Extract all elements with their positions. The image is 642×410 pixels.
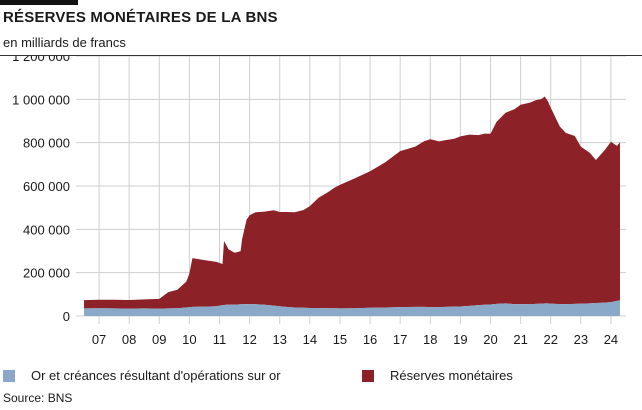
- y-tick-label: 800 000: [23, 136, 70, 151]
- x-tick-label: 12: [242, 332, 256, 347]
- x-tick-label: 22: [543, 332, 557, 347]
- series-area-reserves: [84, 96, 620, 309]
- x-tick-label: 20: [483, 332, 497, 347]
- legend-label-gold: Or et créances résultant d'opérations su…: [31, 368, 281, 383]
- legend-swatch-gold: [3, 369, 15, 382]
- x-tick-label: 24: [604, 332, 618, 347]
- legend-item-reserves: Réserves monétaires: [362, 368, 513, 383]
- x-tick-label: 13: [272, 332, 286, 347]
- x-tick-label: 07: [92, 332, 106, 347]
- y-tick-label: 1 000 000: [12, 92, 70, 107]
- x-tick-label: 23: [574, 332, 588, 347]
- x-tick-label: 08: [122, 332, 136, 347]
- chart-title: RÉSERVES MONÉTAIRES DE LA BNS: [3, 9, 278, 26]
- x-tick-label: 14: [303, 332, 317, 347]
- legend-label-reserves: Réserves monétaires: [390, 368, 513, 383]
- chart-subtitle: en milliards de francs: [3, 35, 126, 50]
- source-note: Source: BNS: [3, 391, 73, 405]
- x-tick-label: 11: [213, 332, 227, 347]
- y-tick-label: 200 000: [23, 266, 70, 281]
- legend-item-gold: Or et créances résultant d'opérations su…: [3, 368, 281, 383]
- x-tick-label: 19: [453, 332, 467, 347]
- legend-swatch-reserves: [362, 369, 374, 382]
- title-accent-bar: [0, 0, 78, 5]
- y-tick-label: 400 000: [23, 222, 70, 237]
- y-tick-label: 1 200 000: [12, 56, 70, 64]
- x-tick-label: 10: [182, 332, 196, 347]
- area-chart: 0 200 000 400 000 600 000 800 000 1 000 000 1 …: [12, 56, 626, 347]
- x-tick-label: 09: [152, 332, 166, 347]
- series-area-gold: [84, 300, 620, 316]
- x-tick-label: 18: [423, 332, 437, 347]
- y-tick-label: 0: [63, 309, 70, 324]
- y-tick-label: 600 000: [23, 179, 70, 194]
- x-tick-label: 15: [333, 332, 347, 347]
- x-tick-label: 21: [513, 332, 527, 347]
- x-tick-label: 16: [363, 332, 377, 347]
- x-tick-label: 17: [393, 332, 407, 347]
